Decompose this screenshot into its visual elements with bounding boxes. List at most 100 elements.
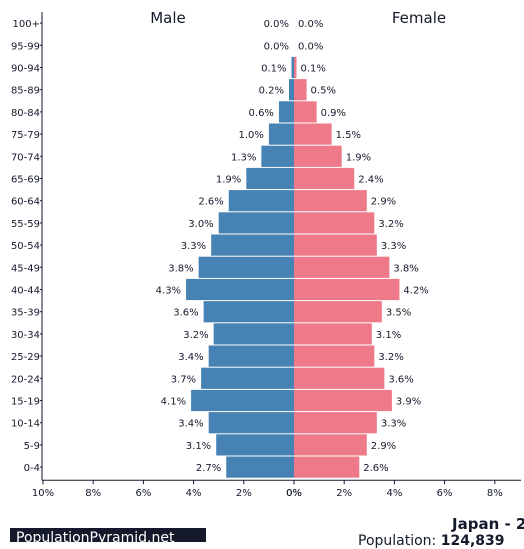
age-label-0-4: 0-4 — [24, 463, 40, 474]
x-tick-label-right-4%: 4% — [386, 488, 402, 499]
female-bar-85-89 — [294, 79, 307, 101]
female-value-label-95-99: 0.0% — [298, 41, 323, 52]
age-label-55-59: 55-59 — [11, 219, 40, 230]
x-tick-label-right-2%: 2% — [336, 488, 352, 499]
male-value-label-40-44: 4.3% — [156, 286, 181, 297]
age-label-90-94: 90-94 — [11, 64, 40, 75]
age-label-15-19: 15-19 — [11, 397, 40, 408]
x-tick-label-right-0%: 0% — [286, 488, 302, 499]
female-value-label-5-9: 2.9% — [371, 441, 396, 452]
male-value-label-55-59: 3.0% — [188, 219, 213, 230]
female-bar-65-69 — [294, 167, 355, 190]
male-bar-35-39 — [203, 301, 294, 323]
female-bar-80-84 — [294, 101, 317, 123]
male-value-label-45-49: 3.8% — [168, 263, 193, 274]
male-value-label-50-54: 3.3% — [181, 241, 206, 252]
male-bar-0-4 — [226, 456, 294, 478]
male-value-label-95-99: 0.0% — [264, 41, 289, 52]
male-value-label-60-64: 2.6% — [198, 197, 223, 208]
male-value-label-20-24: 3.7% — [171, 374, 196, 385]
female-value-label-80-84: 0.9% — [321, 108, 346, 119]
male-bar-60-64 — [228, 190, 294, 212]
x-tick-label-left-10%: 10% — [32, 488, 54, 499]
population-pyramid-chart: Male Female 100+ 0.0% 0.0% 95-99 0.0% 0.0% 90-94… — [11, 9, 521, 499]
male-value-label-30-34: 3.2% — [183, 330, 208, 341]
male-value-label-75-79: 1.0% — [238, 130, 263, 141]
female-value-label-45-49: 3.8% — [393, 263, 418, 274]
male-bar-65-69 — [246, 167, 294, 190]
female-bar-90-94 — [294, 56, 297, 79]
female-bar-45-49 — [294, 256, 390, 278]
female-value-label-60-64: 2.9% — [371, 197, 396, 208]
age-label-50-54: 50-54 — [11, 241, 40, 252]
age-label-40-44: 40-44 — [11, 286, 40, 297]
male-bar-70-74 — [261, 145, 294, 167]
age-label-60-64: 60-64 — [11, 197, 40, 208]
population-value: 124,839 — [440, 533, 505, 549]
female-value-label-15-19: 3.9% — [396, 397, 421, 408]
female-bar-55-59 — [294, 212, 375, 234]
male-bar-25-29 — [208, 345, 294, 367]
x-tick-label-left-0%: 0% — [286, 488, 302, 499]
male-value-label-25-29: 3.4% — [178, 352, 203, 363]
male-bar-55-59 — [218, 212, 294, 234]
male-bar-30-34 — [213, 323, 294, 345]
female-bar-70-74 — [294, 145, 342, 167]
male-value-label-100+: 0.0% — [264, 19, 289, 30]
x-tick-label-left-4%: 4% — [186, 488, 202, 499]
male-value-label-0-4: 2.7% — [196, 463, 221, 474]
x-tick-label-right-8%: 8% — [487, 488, 503, 499]
x-tick-label-left-2%: 2% — [236, 488, 252, 499]
female-bar-60-64 — [294, 190, 367, 212]
female-value-label-10-14: 3.3% — [381, 419, 406, 430]
age-label-35-39: 35-39 — [11, 308, 40, 319]
female-value-label-55-59: 3.2% — [378, 219, 403, 230]
male-bar-45-49 — [198, 256, 294, 278]
male-value-label-70-74: 1.3% — [231, 152, 256, 163]
site-badge[interactable]: PopulationPyramid.net — [10, 528, 206, 542]
male-value-label-65-69: 1.9% — [216, 175, 241, 186]
male-value-label-85-89: 0.2% — [259, 86, 284, 97]
male-bar-80-84 — [278, 101, 294, 123]
male-value-label-15-19: 4.1% — [161, 397, 186, 408]
female-value-label-20-24: 3.6% — [388, 374, 413, 385]
population-total: Population: 124,839 — [358, 533, 505, 549]
female-bar-5-9 — [294, 434, 367, 456]
male-bar-5-9 — [216, 434, 294, 456]
age-label-100+: 100+ — [13, 19, 40, 30]
female-bar-40-44 — [294, 278, 400, 301]
female-bar-75-79 — [294, 123, 332, 145]
age-label-80-84: 80-84 — [11, 108, 40, 119]
age-label-85-89: 85-89 — [11, 86, 40, 97]
female-bar-30-34 — [294, 323, 372, 345]
female-bar-35-39 — [294, 301, 382, 323]
legend-male: Male — [150, 9, 186, 27]
age-label-45-49: 45-49 — [11, 263, 40, 274]
female-value-label-50-54: 3.3% — [381, 241, 406, 252]
legend-female: Female — [392, 9, 446, 27]
male-bar-85-89 — [288, 79, 294, 101]
female-value-label-25-29: 3.2% — [378, 352, 403, 363]
population-label: Population: — [358, 533, 441, 549]
age-label-30-34: 30-34 — [11, 330, 40, 341]
female-value-label-85-89: 0.5% — [311, 86, 336, 97]
female-bar-25-29 — [294, 345, 375, 367]
female-value-label-40-44: 4.2% — [403, 286, 428, 297]
age-label-10-14: 10-14 — [11, 419, 40, 430]
female-bar-10-14 — [294, 412, 377, 434]
age-label-95-99: 95-99 — [11, 41, 40, 52]
age-label-5-9: 5-9 — [24, 441, 40, 452]
female-bar-50-54 — [294, 234, 377, 256]
male-value-label-90-94: 0.1% — [261, 64, 286, 75]
female-value-label-30-34: 3.1% — [376, 330, 401, 341]
male-value-label-10-14: 3.4% — [178, 419, 203, 430]
female-value-label-70-74: 1.9% — [346, 152, 371, 163]
female-value-label-90-94: 0.1% — [301, 64, 326, 75]
x-tick-label-left-6%: 6% — [135, 488, 151, 499]
female-value-label-35-39: 3.5% — [386, 308, 411, 319]
female-value-label-100+: 0.0% — [298, 19, 323, 30]
male-bar-50-54 — [211, 234, 294, 256]
female-value-label-0-4: 2.6% — [363, 463, 388, 474]
male-bar-40-44 — [186, 278, 294, 301]
female-bar-0-4 — [294, 456, 360, 478]
